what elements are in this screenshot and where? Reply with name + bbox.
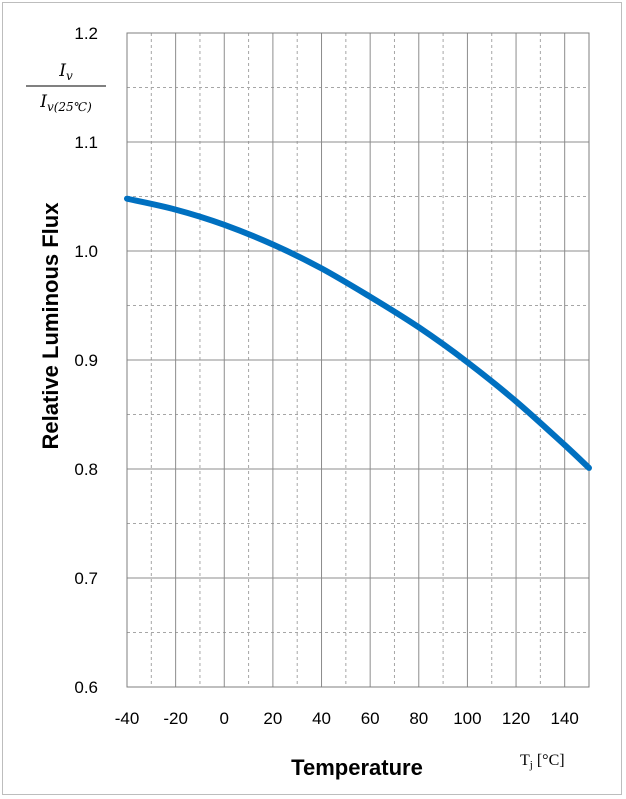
y-tick-labels: 0.6 0.7 0.8 0.9 1.0 1.1 1.2 bbox=[74, 24, 98, 697]
x-tick-label: 140 bbox=[550, 709, 578, 728]
y-tick-label: 0.6 bbox=[74, 678, 98, 697]
x-tick-label: 80 bbox=[409, 709, 428, 728]
x-tick-label: 60 bbox=[361, 709, 380, 728]
x-tick-label: 40 bbox=[312, 709, 331, 728]
series-line bbox=[124, 195, 592, 471]
y-tick-label: 1.1 bbox=[74, 133, 98, 152]
x-tick-label: 0 bbox=[220, 709, 229, 728]
fraction-denominator: Iv(25℃) bbox=[39, 92, 92, 114]
y-tick-label: 1.2 bbox=[74, 24, 98, 43]
x-tick-label: -20 bbox=[163, 709, 188, 728]
series-layer bbox=[124, 195, 592, 471]
x-axis-title: Temperature bbox=[291, 755, 423, 780]
y-axis-fraction: Iv Iv(25℃) bbox=[26, 61, 106, 114]
grid-major bbox=[127, 33, 589, 687]
x-tick-labels: -40 -20 0 20 40 60 80 100 120 140 bbox=[115, 709, 579, 728]
x-tick-label: -40 bbox=[115, 709, 140, 728]
y-axis-title: Relative Luminous Flux bbox=[38, 202, 63, 450]
x-axis-unit: Tj [°C] bbox=[520, 752, 565, 771]
y-tick-label: 1.0 bbox=[74, 242, 98, 261]
x-tick-label: 100 bbox=[453, 709, 481, 728]
y-tick-label: 0.8 bbox=[74, 460, 98, 479]
fraction-numerator: Iv bbox=[58, 61, 73, 83]
x-tick-label: 20 bbox=[263, 709, 282, 728]
x-tick-label: 120 bbox=[502, 709, 530, 728]
plot-area bbox=[126, 32, 590, 688]
y-tick-label: 0.9 bbox=[74, 351, 98, 370]
y-tick-label: 0.7 bbox=[74, 569, 98, 588]
